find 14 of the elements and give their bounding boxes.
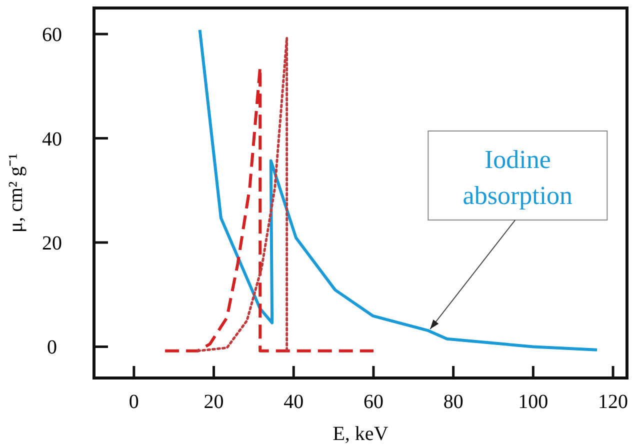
y-tick-label: 0: [47, 336, 57, 359]
x-tick-label: 0: [128, 391, 139, 413]
y-axis-title: μ, cm² g⁻¹: [5, 153, 27, 233]
x-tick-label: 120: [598, 391, 628, 413]
x-tick-label: 80: [443, 391, 464, 413]
x-axis-title: E, keV: [332, 423, 389, 445]
y-tick-label: 20: [42, 232, 62, 255]
x-tick-label: 20: [204, 391, 224, 413]
x-tick-label: 100: [518, 391, 548, 413]
annotation: Iodine absorption: [462, 145, 573, 210]
x-tick-label: 40: [284, 391, 304, 413]
x-tick-label: 60: [363, 391, 384, 413]
y-tick-label: 40: [42, 128, 62, 150]
y-tick-label: 60: [42, 24, 62, 46]
